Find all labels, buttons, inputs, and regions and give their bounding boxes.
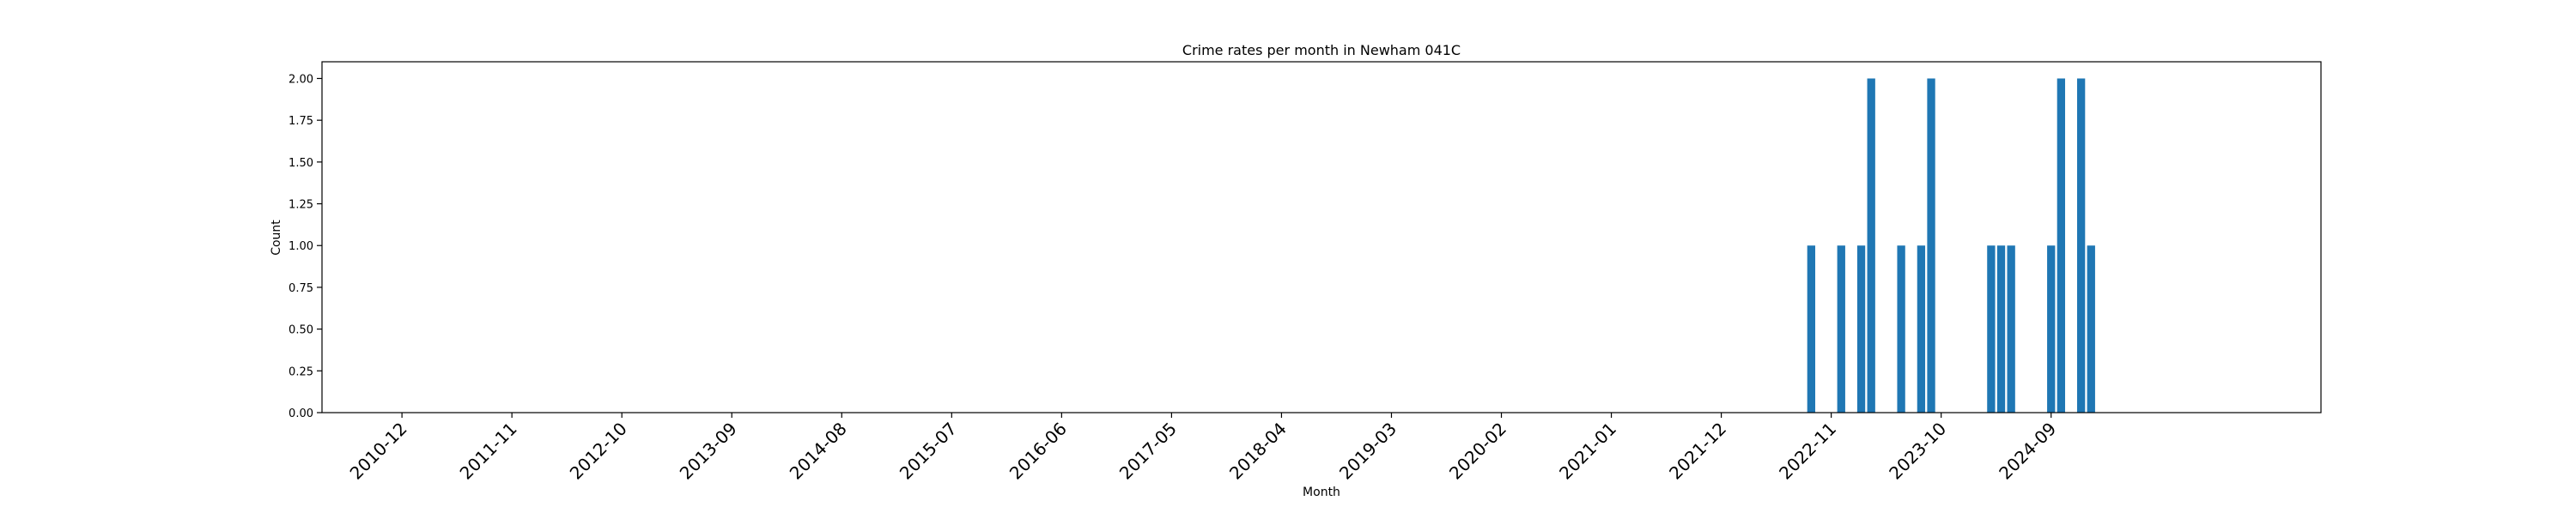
x-tick-label: 2013-09 (676, 419, 741, 484)
bar-2024-10 (2057, 78, 2066, 413)
x-tick-label: 2021-01 (1555, 419, 1620, 484)
x-tick-label: 2015-07 (896, 419, 961, 484)
x-tick-label: 2011-11 (456, 419, 521, 484)
y-axis-label: Count (270, 220, 283, 256)
x-tick-label: 2019-03 (1335, 419, 1400, 484)
bar-2024-05 (2007, 245, 2015, 413)
bar-2022-09 (1807, 245, 1816, 413)
x-axis: 2010-12 2011-11 2012-10 2013-09 2014-08 2015-… (346, 413, 2060, 484)
y-tick-label: 0.25 (289, 365, 313, 378)
x-tick-label: 2021-12 (1665, 419, 1730, 484)
x-tick-label: 2012-10 (566, 419, 631, 484)
bar-2024-03 (1987, 245, 1996, 413)
x-tick-label: 2023-10 (1885, 419, 1950, 484)
x-tick-label: 2017-05 (1115, 419, 1181, 484)
bar-2024-12 (2076, 78, 2086, 413)
bar-2023-03 (1867, 78, 1875, 413)
bars-group (1807, 78, 2095, 413)
bar-2024-09 (2047, 245, 2056, 413)
y-tick-label: 0.50 (289, 324, 313, 337)
bar-2024-04 (1996, 245, 2006, 413)
x-tick-label: 2024-09 (1995, 419, 2060, 484)
y-tick-label: 1.75 (289, 115, 313, 128)
x-tick-label: 2020-02 (1445, 419, 1510, 484)
bar-2023-02 (1856, 245, 1866, 413)
x-tick-label: 2018-04 (1225, 419, 1291, 484)
bar-2022-12 (1837, 245, 1845, 413)
y-tick-label: 2.00 (289, 73, 313, 86)
y-axis: 0.00 0.25 0.50 0.75 1.00 1.25 1.50 1.75 2.00 (289, 73, 322, 420)
y-tick-label: 1.00 (289, 240, 313, 253)
bar-2023-09 (1927, 78, 1935, 413)
x-axis-label: Month (1303, 486, 1340, 499)
y-tick-label: 1.25 (289, 199, 313, 212)
y-tick-label: 0.75 (289, 282, 313, 295)
x-tick-label: 2010-12 (346, 419, 411, 484)
bar-2023-06 (1897, 245, 1905, 413)
bar-2023-08 (1917, 245, 1926, 413)
x-tick-label: 2022-11 (1775, 419, 1840, 484)
x-tick-label: 2016-06 (1005, 419, 1071, 484)
y-tick-label: 1.50 (289, 157, 313, 170)
bar-2025-01 (2087, 245, 2095, 413)
y-tick-label: 0.00 (289, 407, 313, 420)
x-tick-label: 2014-08 (786, 419, 851, 484)
plot-frame (321, 61, 2322, 413)
chart-title: Crime rates per month in Newham 041C (1182, 42, 1461, 58)
